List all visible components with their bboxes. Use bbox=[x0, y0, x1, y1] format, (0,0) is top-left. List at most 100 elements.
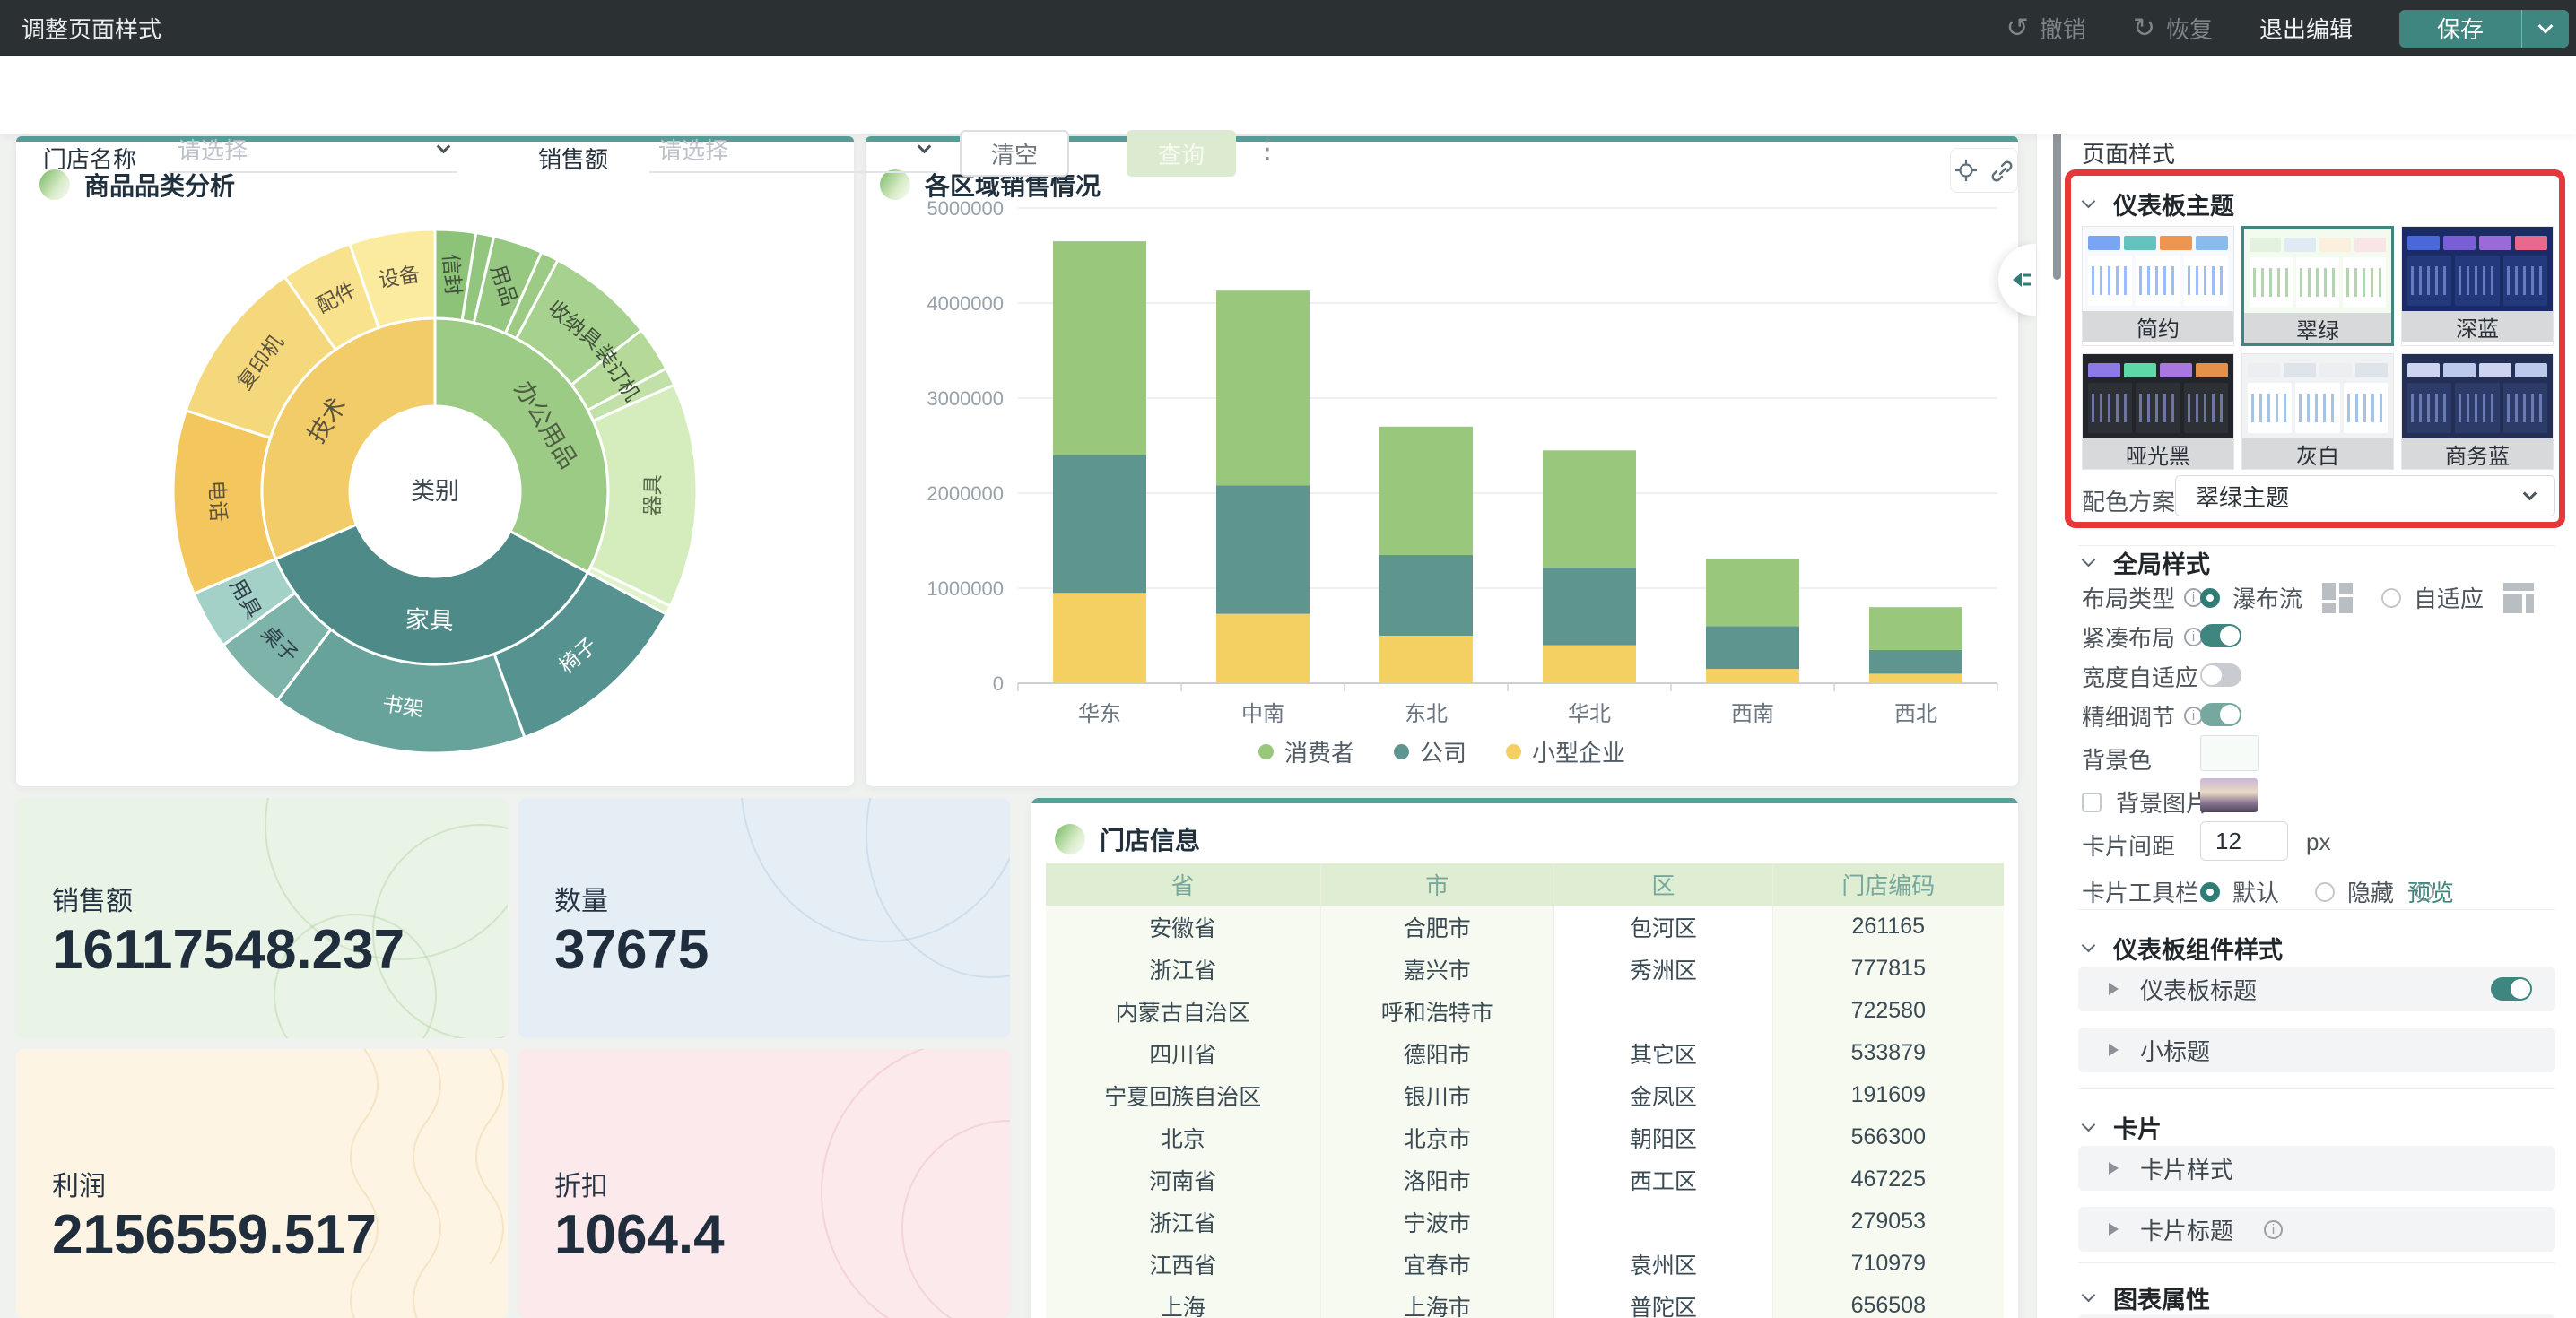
table-header-cell[interactable]: 区 bbox=[1554, 863, 1773, 906]
table-row[interactable]: 四川省 德阳市 其它区 533879 bbox=[1046, 1032, 2004, 1074]
theme-thumbnail-商务蓝[interactable]: 商务蓝 bbox=[2401, 353, 2554, 470]
table-row[interactable]: 浙江省 嘉兴市 秀洲区 777815 bbox=[1046, 948, 2004, 990]
section-global-style[interactable]: 全局样式 bbox=[2081, 545, 2210, 580]
compact-layout-label: 紧凑布局 bbox=[2082, 625, 2176, 652]
y-axis-tick: 0 bbox=[993, 672, 1004, 695]
bar-segment-公司[interactable] bbox=[1379, 554, 1473, 636]
theme-thumbnail-简约[interactable]: 简约 bbox=[2082, 226, 2234, 346]
table-cell: 533879 bbox=[1772, 1032, 2004, 1074]
dashboard-title-item[interactable]: 仪表板标题 bbox=[2078, 967, 2555, 1011]
radio-waterfall[interactable] bbox=[2200, 587, 2220, 608]
card-title-item[interactable]: 卡片标题 i bbox=[2078, 1207, 2555, 1252]
theme-thumbnail-深蓝[interactable]: 深蓝 bbox=[2401, 226, 2554, 346]
table-header-cell[interactable]: 门店编码 bbox=[1772, 863, 2004, 906]
table-cell: 191609 bbox=[1772, 1074, 2004, 1116]
radio-default[interactable] bbox=[2200, 881, 2220, 902]
collapse-panel-icon bbox=[2013, 273, 2031, 287]
fine-tune-toggle[interactable] bbox=[2200, 703, 2241, 726]
chart-attr-item-partial[interactable] bbox=[2078, 1314, 2555, 1318]
undo-label: 撤销 bbox=[2039, 16, 2086, 43]
table-row[interactable]: 宁夏回族自治区 银川市 金凤区 191609 bbox=[1046, 1074, 2004, 1116]
sunburst-segment[interactable] bbox=[347, 228, 437, 330]
exit-edit-button[interactable]: 退出编辑 bbox=[2258, 16, 2353, 43]
compact-layout-toggle[interactable] bbox=[2200, 624, 2241, 647]
kpi-card-discount[interactable]: 折扣 1064.4 bbox=[518, 1049, 1010, 1318]
table-header-cell[interactable]: 省 bbox=[1046, 863, 1321, 906]
dashboard-title-toggle[interactable] bbox=[2491, 977, 2532, 1001]
redo-button[interactable]: ↻ 恢复 bbox=[2133, 12, 2213, 45]
sales-select[interactable]: 请选择 bbox=[649, 126, 938, 173]
kpi-label: 销售额 bbox=[52, 887, 133, 916]
table-row[interactable]: 河南省 洛阳市 西工区 467225 bbox=[1046, 1158, 2004, 1201]
bg-image-checkbox[interactable] bbox=[2082, 792, 2102, 812]
radio-adaptive[interactable] bbox=[2381, 587, 2402, 608]
bar-segment-小型企业[interactable] bbox=[1216, 613, 1310, 683]
store-name-select[interactable]: 请选择 bbox=[169, 126, 457, 173]
card-mini-toolbar bbox=[1950, 148, 2018, 193]
table-header-cell[interactable]: 市 bbox=[1320, 863, 1555, 906]
bg-color-swatch[interactable] bbox=[2200, 735, 2259, 771]
query-button[interactable]: 查询 bbox=[1127, 130, 1236, 177]
sunburst-card[interactable]: 商品品类分析 办公用品 信封 用品 收纳具 装订机 器具 家具 椅子 书架 桌子 用具 技术 电话 复印机… bbox=[16, 136, 854, 786]
bar-segment-消费者[interactable] bbox=[1379, 426, 1473, 555]
theme-thumbnail-灰白[interactable]: 灰白 bbox=[2241, 353, 2394, 470]
table-row[interactable]: 内蒙古自治区 呼和浩特市 722580 bbox=[1046, 990, 2004, 1032]
undo-button[interactable]: ↺ 撤销 bbox=[2006, 12, 2086, 45]
more-options-icon[interactable]: ⋮ bbox=[1254, 134, 1281, 164]
bar-segment-公司[interactable] bbox=[1053, 455, 1146, 594]
section-card[interactable]: 卡片 bbox=[2081, 1110, 2162, 1145]
legend-item-公司[interactable]: 公司 bbox=[1393, 735, 1466, 768]
bar-segment-小型企业[interactable] bbox=[1379, 636, 1473, 683]
bar-segment-消费者[interactable] bbox=[1869, 607, 1962, 650]
bar-segment-公司[interactable] bbox=[1706, 626, 1799, 670]
panel-scrollbar[interactable] bbox=[2053, 49, 2061, 280]
kpi-card-profit[interactable]: 利润 2156559.517 bbox=[16, 1049, 508, 1318]
kpi-value: 1064.4 bbox=[554, 1204, 725, 1266]
bar-segment-小型企业[interactable] bbox=[1869, 673, 1962, 683]
section-chart-attributes[interactable]: 图表属性 bbox=[2081, 1280, 2210, 1315]
preview-link[interactable]: 预览 bbox=[2407, 880, 2455, 906]
bar-segment-消费者[interactable] bbox=[1706, 559, 1799, 627]
item-label: 卡片样式 bbox=[2140, 1156, 2234, 1184]
table-row[interactable]: 上海 上海市 普陀区 656508 bbox=[1046, 1285, 2004, 1318]
bar-segment-小型企业[interactable] bbox=[1706, 669, 1799, 683]
theme-thumbnail-翠绿[interactable]: 翠绿 bbox=[2241, 226, 2394, 346]
bg-image-thumbnail[interactable] bbox=[2200, 778, 2258, 812]
bar-segment-小型企业[interactable] bbox=[1053, 593, 1146, 683]
legend-item-小型企业[interactable]: 小型企业 bbox=[1506, 735, 1625, 768]
clear-button[interactable]: 清空 bbox=[960, 130, 1069, 177]
width-adaptive-label: 宽度自适应 bbox=[2082, 664, 2199, 691]
card-style-item[interactable]: 卡片样式 bbox=[2078, 1146, 2555, 1191]
legend-item-消费者[interactable]: 消费者 bbox=[1258, 735, 1354, 768]
kpi-card-sales[interactable]: 销售额 16117548.237 bbox=[16, 798, 508, 1038]
table-row[interactable]: 安徽省 合肥市 包河区 261165 bbox=[1046, 906, 2004, 948]
drill-icon[interactable] bbox=[1954, 159, 1978, 182]
card-gap-input[interactable] bbox=[2200, 821, 2288, 861]
bar-chart-card[interactable]: 各区域销售情况 0 1000000 2000000 3000000 4000000 500… bbox=[866, 136, 2018, 786]
width-adaptive-toggle[interactable] bbox=[2200, 663, 2241, 687]
bar-segment-公司[interactable] bbox=[1216, 485, 1310, 614]
kpi-card-quantity[interactable]: 数量 37675 bbox=[518, 798, 1010, 1038]
theme-thumbnail-哑光黑[interactable]: 哑光黑 bbox=[2082, 353, 2234, 470]
bar-segment-公司[interactable] bbox=[1869, 649, 1962, 674]
table-row[interactable]: 浙江省 宁波市 279053 bbox=[1046, 1201, 2004, 1243]
bar-segment-消费者[interactable] bbox=[1543, 450, 1636, 568]
subtitle-item[interactable]: 小标题 bbox=[2078, 1028, 2555, 1072]
stacked-bar-chart[interactable]: 0 1000000 2000000 3000000 4000000 5000000 华东 中南… bbox=[866, 136, 2018, 786]
section-dashboard-theme[interactable]: 仪表板主题 bbox=[2081, 186, 2234, 221]
color-scheme-select[interactable]: 翠绿主题 bbox=[2175, 475, 2555, 516]
store-table-card[interactable]: 门店信息 省市区门店编码 安徽省 合肥市 包河区 261165 浙江省 嘉兴市 秀洲区 7778… bbox=[1031, 798, 2018, 1318]
link-icon[interactable] bbox=[1990, 159, 2014, 182]
table-row[interactable]: 北京 北京市 朝阳区 566300 bbox=[1046, 1116, 2004, 1158]
bar-segment-消费者[interactable] bbox=[1216, 290, 1310, 486]
save-button[interactable]: 保存 bbox=[2436, 16, 2484, 43]
table-row[interactable]: 江西省 宜春市 袁州区 710979 bbox=[1046, 1243, 2004, 1285]
save-dropdown-button[interactable] bbox=[2522, 10, 2569, 48]
bar-segment-小型企业[interactable] bbox=[1543, 645, 1636, 683]
store-name-placeholder: 请选择 bbox=[178, 136, 248, 164]
radio-hide[interactable] bbox=[2315, 881, 2336, 902]
section-component-style[interactable]: 仪表板组件样式 bbox=[2081, 931, 2283, 966]
bar-segment-公司[interactable] bbox=[1543, 567, 1636, 646]
bar-segment-消费者[interactable] bbox=[1053, 241, 1146, 455]
